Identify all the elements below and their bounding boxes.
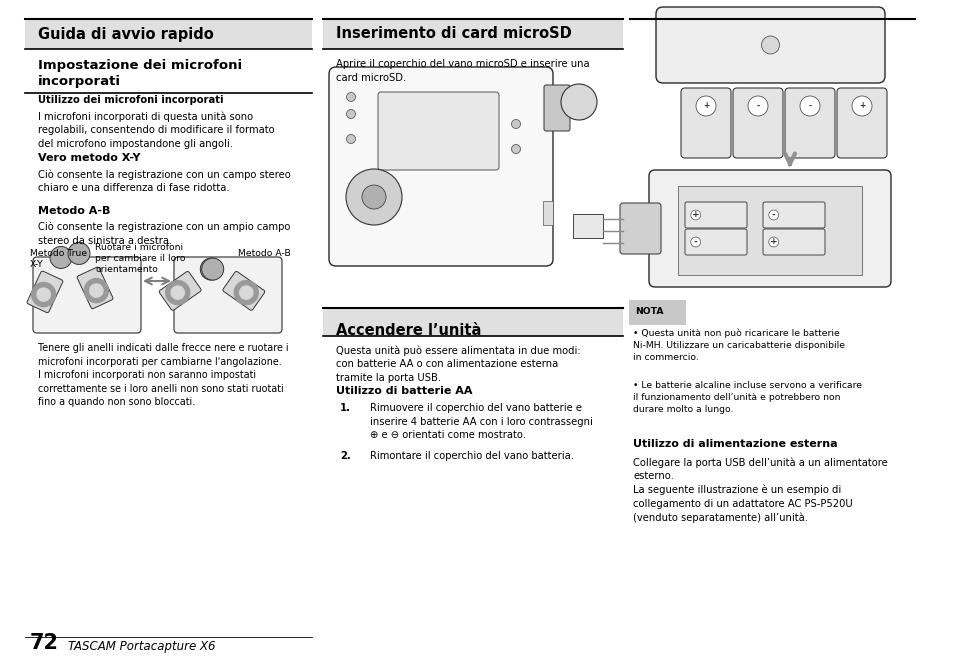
FancyBboxPatch shape <box>323 19 622 49</box>
Circle shape <box>511 119 520 129</box>
Text: Tenere gli anelli indicati dalle frecce nere e ruotare i
microfoni incorporati p: Tenere gli anelli indicati dalle frecce … <box>38 343 289 407</box>
Text: -: - <box>771 211 775 219</box>
Text: +: + <box>691 211 699 219</box>
Text: +: + <box>769 238 777 246</box>
Text: -: - <box>756 101 759 111</box>
FancyBboxPatch shape <box>77 267 112 309</box>
Text: TASCAM Portacapture X6: TASCAM Portacapture X6 <box>68 640 215 653</box>
FancyBboxPatch shape <box>159 271 201 311</box>
FancyBboxPatch shape <box>684 229 746 255</box>
FancyBboxPatch shape <box>329 67 553 266</box>
FancyBboxPatch shape <box>619 203 660 254</box>
FancyBboxPatch shape <box>323 308 622 336</box>
Text: +: + <box>858 101 864 111</box>
Circle shape <box>511 144 520 154</box>
FancyBboxPatch shape <box>762 202 824 228</box>
Text: Rimuovere il coperchio del vano batterie e
inserire 4 batterie AA con i loro con: Rimuovere il coperchio del vano batterie… <box>370 403 592 440</box>
Text: Metodo A-B: Metodo A-B <box>38 206 111 216</box>
Text: Rimontare il coperchio del vano batteria.: Rimontare il coperchio del vano batteria… <box>370 451 574 461</box>
Circle shape <box>560 84 597 120</box>
FancyBboxPatch shape <box>543 85 569 131</box>
FancyBboxPatch shape <box>784 88 834 158</box>
Text: Inserimento di card microSD: Inserimento di card microSD <box>335 26 571 42</box>
Text: -: - <box>693 238 697 246</box>
Text: Accendere l’unità: Accendere l’unità <box>335 323 481 338</box>
Circle shape <box>50 246 71 268</box>
Text: Collegare la porta USB dell’unità a un alimentatore
esterno.
La seguente illustr: Collegare la porta USB dell’unità a un a… <box>633 457 887 523</box>
FancyBboxPatch shape <box>762 229 824 255</box>
Text: NOTA: NOTA <box>635 307 662 317</box>
Circle shape <box>200 258 222 280</box>
Circle shape <box>68 242 90 264</box>
Text: Metodo True
X-Y: Metodo True X-Y <box>30 249 87 269</box>
Text: Questa unità può essere alimentata in due modi:
con batterie AA o con alimentazi: Questa unità può essere alimentata in du… <box>335 345 580 382</box>
Text: 72: 72 <box>30 633 59 653</box>
Text: Ruotare i microfoni
per cambiare il loro
orientamento: Ruotare i microfoni per cambiare il loro… <box>95 243 185 274</box>
Text: 2.: 2. <box>339 451 351 461</box>
FancyBboxPatch shape <box>680 88 730 158</box>
FancyBboxPatch shape <box>836 88 886 158</box>
Text: +: + <box>702 101 708 111</box>
FancyBboxPatch shape <box>377 92 498 170</box>
FancyBboxPatch shape <box>628 300 685 325</box>
Text: Ciò consente la registrazione con un ampio campo
stereo da sinistra a destra.: Ciò consente la registrazione con un amp… <box>38 222 290 246</box>
Text: Utilizzo dei microfoni incorporati: Utilizzo dei microfoni incorporati <box>38 95 223 105</box>
FancyBboxPatch shape <box>573 214 602 238</box>
Text: 1.: 1. <box>339 403 351 413</box>
Text: Utilizzo di batterie AA: Utilizzo di batterie AA <box>335 386 472 396</box>
FancyBboxPatch shape <box>173 257 282 333</box>
Circle shape <box>696 96 716 116</box>
FancyBboxPatch shape <box>33 257 141 333</box>
Text: Aprire il coperchio del vano microSD e inserire una
card microSD.: Aprire il coperchio del vano microSD e i… <box>335 59 589 83</box>
Circle shape <box>800 96 820 116</box>
Text: Guida di avvio rapido: Guida di avvio rapido <box>38 26 213 42</box>
Circle shape <box>346 169 401 225</box>
FancyBboxPatch shape <box>684 202 746 228</box>
Text: I microfoni incorporati di questa unità sono
regolabili, consentendo di modifica: I microfoni incorporati di questa unità … <box>38 111 274 149</box>
Text: Impostazione dei microfoni
incorporati: Impostazione dei microfoni incorporati <box>38 59 242 87</box>
FancyBboxPatch shape <box>656 7 884 83</box>
Circle shape <box>747 96 767 116</box>
FancyBboxPatch shape <box>732 88 782 158</box>
FancyBboxPatch shape <box>648 170 890 287</box>
Text: -: - <box>807 101 811 111</box>
Circle shape <box>201 258 223 280</box>
Circle shape <box>851 96 871 116</box>
Circle shape <box>346 109 355 119</box>
Circle shape <box>361 185 386 209</box>
Text: Ciò consente la registrazione con un campo stereo
chiaro e una differenza di fas: Ciò consente la registrazione con un cam… <box>38 169 291 193</box>
Circle shape <box>346 93 355 101</box>
Text: Utilizzo di alimentazione esterna: Utilizzo di alimentazione esterna <box>633 439 837 449</box>
Circle shape <box>346 134 355 144</box>
FancyBboxPatch shape <box>25 19 312 49</box>
Text: • Le batterie alcaline incluse servono a verificare
il funzionamento dell’unità : • Le batterie alcaline incluse servono a… <box>633 381 862 413</box>
FancyBboxPatch shape <box>678 186 862 275</box>
Text: Vero metodo X-Y: Vero metodo X-Y <box>38 153 140 163</box>
FancyBboxPatch shape <box>27 271 63 313</box>
Text: • Questa unità non può ricaricare le batterie
Ni-MH. Utilizzare un caricabatteri: • Questa unità non può ricaricare le bat… <box>633 329 844 362</box>
Text: Metodo A-B: Metodo A-B <box>237 249 291 258</box>
FancyBboxPatch shape <box>223 271 265 311</box>
Circle shape <box>760 36 779 54</box>
FancyBboxPatch shape <box>542 201 553 225</box>
